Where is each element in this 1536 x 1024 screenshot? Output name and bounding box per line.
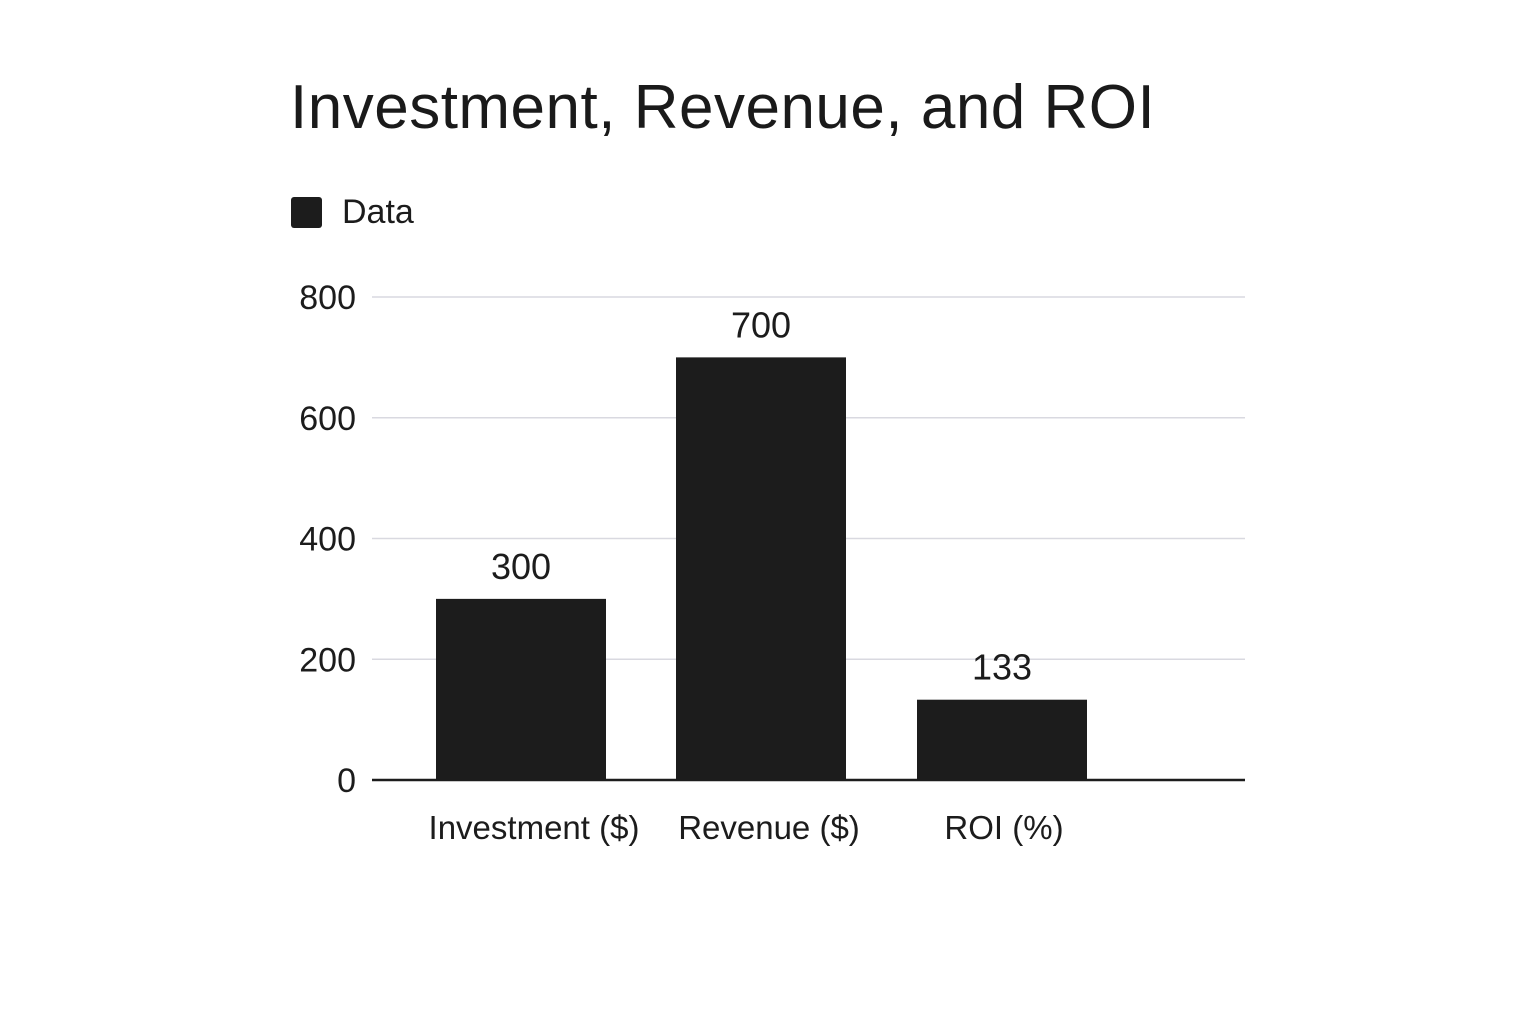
legend: Data — [291, 193, 414, 232]
y-tick-label: 600 — [299, 400, 356, 438]
data-label: 700 — [731, 304, 791, 345]
legend-swatch — [291, 197, 322, 228]
x-tick-label: ROI (%) — [944, 809, 1063, 846]
y-tick-label: 0 — [337, 762, 356, 800]
y-tick-label: 200 — [299, 641, 356, 679]
bar — [917, 699, 1087, 780]
x-tick-label: Investment ($) — [429, 809, 640, 846]
y-tick-label: 400 — [299, 521, 356, 559]
data-label: 133 — [972, 647, 1032, 688]
y-tick-label: 800 — [299, 279, 356, 317]
bar — [676, 357, 846, 780]
data-label: 300 — [491, 546, 551, 587]
x-tick-label: Revenue ($) — [678, 809, 860, 846]
chart-title: Investment, Revenue, and ROI — [290, 73, 1156, 142]
bar — [436, 598, 606, 780]
legend-label: Data — [342, 193, 414, 231]
